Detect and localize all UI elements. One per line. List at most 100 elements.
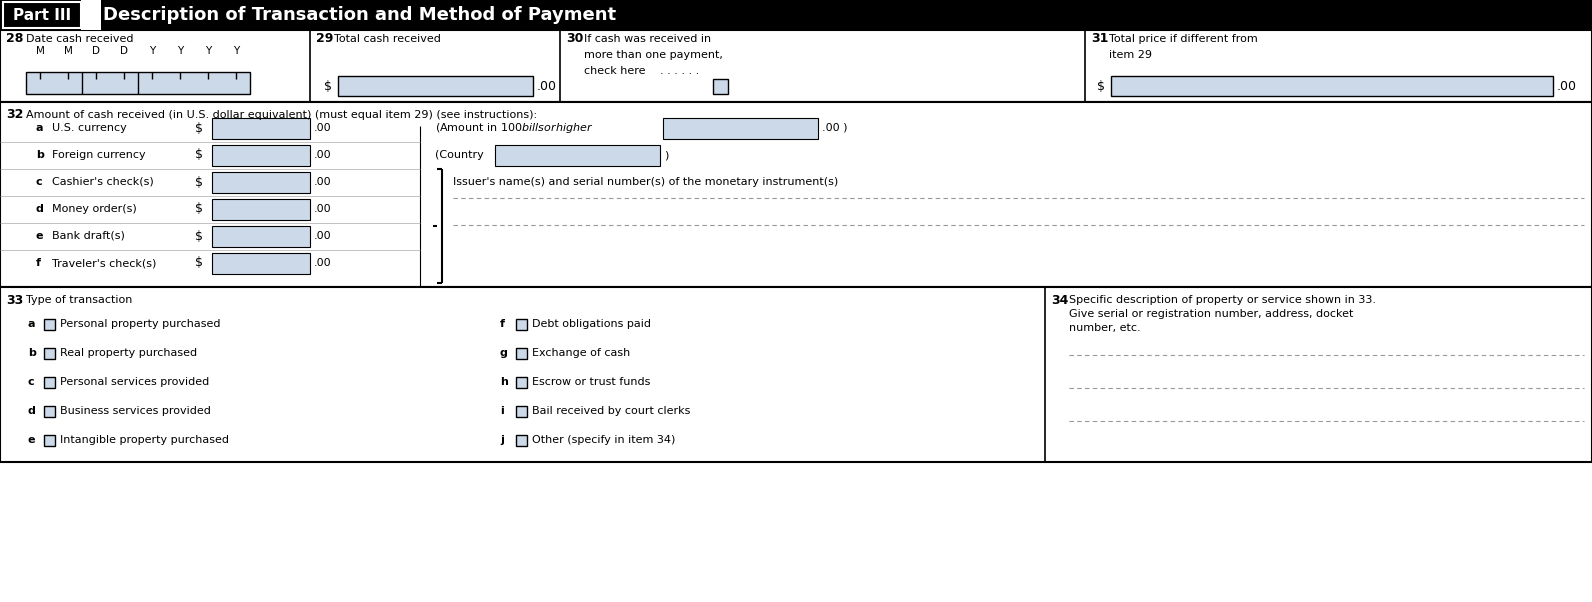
- Text: .00: .00: [1557, 81, 1578, 93]
- Text: f: f: [500, 319, 505, 329]
- Bar: [338, 76, 533, 96]
- Text: 32: 32: [6, 108, 24, 122]
- Text: Personal property purchased: Personal property purchased: [60, 319, 221, 329]
- Text: Y: Y: [205, 46, 212, 56]
- Text: Total cash received: Total cash received: [334, 34, 441, 44]
- Text: .00: .00: [314, 258, 331, 268]
- Text: Type of transaction: Type of transaction: [25, 295, 132, 305]
- Bar: [212, 252, 310, 273]
- Text: more than one payment,: more than one payment,: [584, 50, 723, 60]
- Bar: [662, 117, 818, 138]
- Bar: [45, 406, 56, 417]
- Text: g: g: [500, 348, 508, 358]
- Text: ): ): [664, 150, 669, 160]
- Text: (Amount in $100 bills or higher $: (Amount in $100 bills or higher $: [435, 121, 594, 135]
- Text: h: h: [500, 377, 508, 387]
- Text: $: $: [194, 229, 204, 243]
- Text: Date cash received: Date cash received: [25, 34, 134, 44]
- Text: .00: .00: [314, 231, 331, 241]
- Text: Exchange of cash: Exchange of cash: [532, 348, 630, 358]
- Text: D: D: [92, 46, 100, 56]
- Text: Personal services provided: Personal services provided: [60, 377, 209, 387]
- Text: (Country: (Country: [435, 150, 484, 160]
- Text: .00: .00: [314, 150, 331, 160]
- Text: $: $: [194, 256, 204, 270]
- Text: e: e: [37, 231, 43, 241]
- Bar: [45, 347, 56, 359]
- Text: a: a: [29, 319, 35, 329]
- Text: $: $: [1097, 81, 1105, 93]
- Text: M: M: [35, 46, 45, 56]
- Text: i: i: [500, 406, 503, 416]
- Text: Other (specify in item 34): Other (specify in item 34): [532, 435, 675, 445]
- Text: Real property purchased: Real property purchased: [60, 348, 197, 358]
- Text: b: b: [37, 150, 45, 160]
- Text: $: $: [194, 176, 204, 188]
- Bar: [516, 318, 527, 329]
- Text: Intangible property purchased: Intangible property purchased: [60, 435, 229, 445]
- Bar: [0, 30, 1592, 102]
- Text: 30: 30: [567, 33, 583, 46]
- Text: Y: Y: [232, 46, 239, 56]
- Text: Cashier's check(s): Cashier's check(s): [53, 177, 154, 187]
- Bar: [212, 199, 310, 220]
- Bar: [25, 72, 250, 94]
- Text: 34: 34: [1051, 294, 1068, 306]
- Bar: [713, 79, 728, 94]
- Bar: [516, 347, 527, 359]
- Text: $: $: [325, 81, 333, 93]
- Text: $: $: [194, 149, 204, 161]
- Text: 29: 29: [315, 33, 333, 46]
- Text: Give serial or registration number, address, docket: Give serial or registration number, addr…: [1068, 309, 1353, 319]
- Text: number, etc.: number, etc.: [1068, 323, 1140, 333]
- Bar: [1111, 76, 1554, 96]
- Bar: [516, 435, 527, 445]
- Text: item 29: item 29: [1110, 50, 1153, 60]
- Text: If cash was received in: If cash was received in: [584, 34, 712, 44]
- Text: f: f: [37, 258, 41, 268]
- Bar: [0, 287, 1592, 462]
- Text: Part III: Part III: [13, 7, 72, 22]
- Text: a: a: [37, 123, 43, 133]
- Text: Escrow or trust funds: Escrow or trust funds: [532, 377, 651, 387]
- Text: Foreign currency: Foreign currency: [53, 150, 145, 160]
- Text: .00: .00: [537, 81, 557, 93]
- Text: d: d: [29, 406, 37, 416]
- Bar: [0, 0, 1592, 30]
- Text: Issuer's name(s) and serial number(s) of the monetary instrument(s): Issuer's name(s) and serial number(s) of…: [454, 177, 839, 187]
- Text: Debt obligations paid: Debt obligations paid: [532, 319, 651, 329]
- Text: e: e: [29, 435, 35, 445]
- Text: check here: check here: [584, 66, 645, 76]
- Bar: [516, 376, 527, 388]
- Bar: [495, 144, 661, 166]
- Text: Bail received by court clerks: Bail received by court clerks: [532, 406, 691, 416]
- Bar: [45, 318, 56, 329]
- Text: .00: .00: [314, 123, 331, 133]
- Text: M: M: [64, 46, 73, 56]
- Bar: [212, 144, 310, 166]
- Text: .00: .00: [314, 204, 331, 214]
- Bar: [45, 435, 56, 445]
- Text: .00: .00: [314, 177, 331, 187]
- Text: .00 ): .00 ): [821, 123, 847, 133]
- Text: 33: 33: [6, 294, 24, 306]
- Text: c: c: [37, 177, 43, 187]
- Text: Description of Transaction and Method of Payment: Description of Transaction and Method of…: [103, 6, 616, 24]
- Bar: [212, 226, 310, 246]
- Text: j: j: [500, 435, 505, 445]
- Bar: [81, 0, 100, 30]
- Text: U.S. currency: U.S. currency: [53, 123, 127, 133]
- Text: Specific description of property or service shown in 33.: Specific description of property or serv…: [1068, 295, 1375, 305]
- Text: c: c: [29, 377, 35, 387]
- Text: 31: 31: [1091, 33, 1108, 46]
- Text: $: $: [194, 202, 204, 216]
- Bar: [0, 102, 1592, 287]
- Text: 28: 28: [6, 33, 24, 46]
- Text: Total price if different from: Total price if different from: [1110, 34, 1258, 44]
- Text: Y: Y: [150, 46, 154, 56]
- Text: . . . . . .: . . . . . .: [661, 66, 699, 76]
- Text: $: $: [194, 122, 204, 134]
- Bar: [212, 117, 310, 138]
- Bar: [516, 406, 527, 417]
- Text: b: b: [29, 348, 37, 358]
